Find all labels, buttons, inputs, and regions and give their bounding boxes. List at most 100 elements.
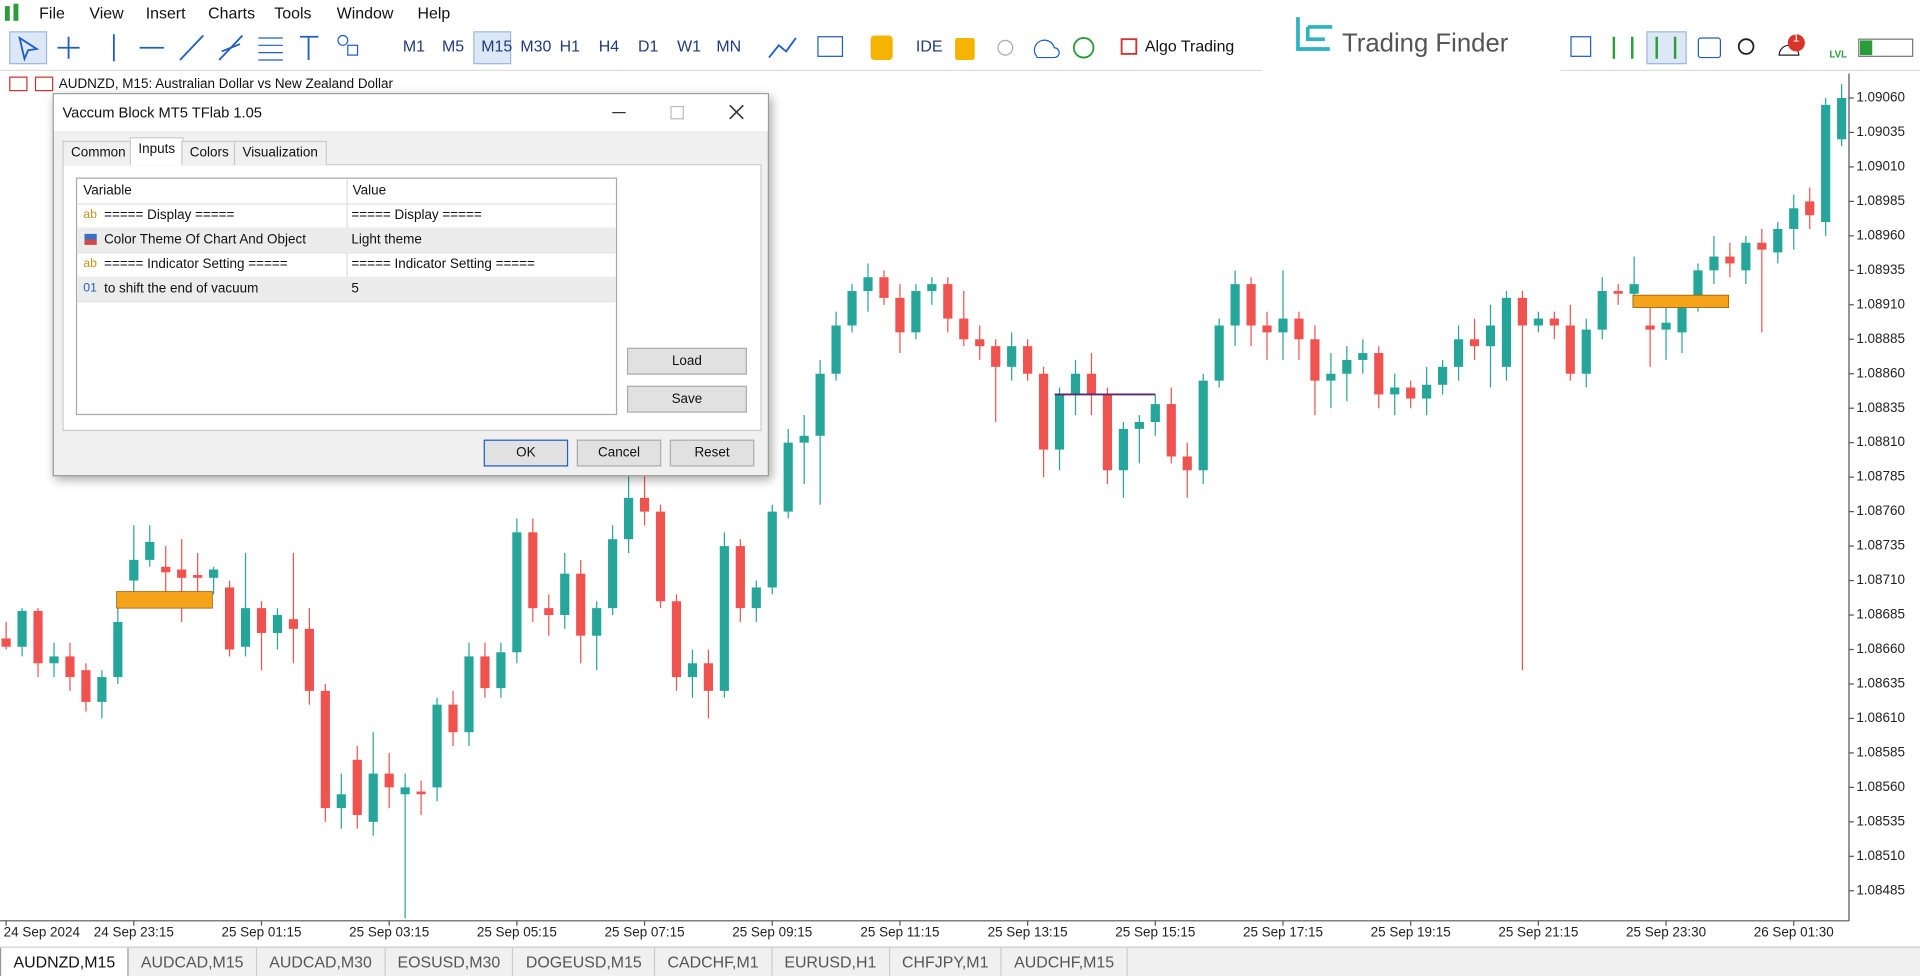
timeframe-button[interactable]: M30: [520, 36, 552, 56]
watermark: Trading Finder: [1261, 0, 1562, 79]
dialog-title: Vaccum Block MT5 TFlab 1.05: [62, 104, 262, 122]
ide-button[interactable]: IDE: [915, 36, 943, 56]
vacuum-zone: [116, 591, 213, 609]
candle-body: [113, 621, 123, 678]
x-tick-label: 25 Sep 19:15: [1371, 925, 1451, 940]
table-row[interactable]: Color Theme Of Chart And Object Light the…: [77, 227, 616, 254]
candle-body: [1453, 339, 1464, 367]
candle-body: [432, 704, 442, 788]
dialog-tab[interactable]: Common: [62, 140, 135, 166]
candle-body: [639, 497, 650, 512]
brand-logo: [1296, 17, 1333, 51]
dialog-button[interactable]: OK: [483, 439, 569, 467]
dialog-tab[interactable]: Colors: [181, 140, 238, 166]
candle-body: [687, 663, 698, 678]
y-tick-label: 1.08660: [1856, 641, 1905, 656]
symbol-tab[interactable]: CADCHF,M1: [655, 947, 773, 976]
menu-item[interactable]: Insert: [145, 3, 186, 23]
symbol-tab[interactable]: DOGEUSD,M15: [514, 947, 656, 976]
candle-body: [959, 318, 969, 340]
menu-item[interactable]: Window: [336, 3, 394, 23]
symbol-tab[interactable]: AUDCAD,M30: [257, 947, 386, 976]
dialog-button[interactable]: Cancel: [576, 439, 662, 467]
candle-body: [1310, 339, 1320, 381]
timeframe-button[interactable]: M5: [442, 36, 465, 56]
timeframe-button[interactable]: M1: [402, 36, 425, 56]
candle-body: [1086, 373, 1097, 395]
window-controls[interactable]: [605, 102, 764, 126]
candle-body: [608, 539, 618, 609]
app-icon: [4, 3, 19, 21]
timeframe-button[interactable]: W1: [677, 36, 702, 56]
dialog: Vaccum Block MT5 TFlab 1.05 Variable Valu…: [52, 93, 769, 477]
symbol-tab[interactable]: AUDNZD,M15: [0, 947, 129, 976]
candle-body: [1150, 404, 1160, 422]
menu-item[interactable]: Tools: [274, 3, 312, 23]
side-button[interactable]: Load: [626, 347, 747, 375]
menu-item[interactable]: File: [39, 3, 65, 23]
candle-body: [1837, 97, 1847, 140]
timeframe-button[interactable]: H1: [559, 36, 580, 56]
candle-body: [735, 546, 745, 609]
dialog-tab[interactable]: Visualization: [233, 140, 327, 166]
algo-trading-button[interactable]: Algo Trading: [1144, 36, 1235, 56]
candle-body: [1054, 394, 1065, 450]
candle-body: [1821, 104, 1831, 223]
x-tick-label: 24 Sep 23:15: [94, 925, 174, 940]
table-row[interactable]: ab ===== Indicator Setting ===== ===== Ind…: [77, 252, 616, 278]
x-tick-label: 25 Sep 07:15: [605, 925, 685, 940]
dialog-tab[interactable]: Inputs: [129, 137, 184, 166]
symbol-tab[interactable]: CHFJPY,M1: [890, 947, 1002, 976]
candle-body: [624, 497, 634, 540]
candle-body: [544, 608, 554, 616]
candle-body: [304, 628, 314, 691]
x-tick-label: 25 Sep 21:15: [1498, 925, 1578, 940]
candle-body: [655, 511, 666, 602]
symbol-tab[interactable]: EURUSD,H1: [772, 947, 890, 976]
y-tick-label: 1.08610: [1856, 710, 1905, 725]
menu-item[interactable]: Charts: [208, 3, 256, 23]
symbol-tab[interactable]: AUDCAD,M15: [129, 947, 257, 976]
timeframe-button[interactable]: H4: [598, 36, 620, 56]
menu-item[interactable]: View: [89, 3, 124, 23]
symbol-tab[interactable]: AUDCHF,M15: [1002, 947, 1128, 976]
timeframe-button[interactable]: MN: [716, 36, 742, 56]
candle-body: [1166, 404, 1176, 457]
x-tick-label: 25 Sep 23:30: [1626, 925, 1706, 940]
y-tick-label: 1.08810: [1856, 434, 1905, 449]
candle-body: [240, 608, 251, 647]
variable-name: ===== Display =====: [104, 208, 235, 223]
y-tick-label: 1.08910: [1856, 296, 1905, 311]
candle-body: [1326, 373, 1336, 381]
table-row[interactable]: 01 to shift the end of vacuum 5: [77, 276, 616, 303]
y-tick-label: 1.08585: [1856, 744, 1905, 759]
candle-body: [1485, 325, 1496, 347]
candle-body: [512, 532, 522, 653]
y-tick-label: 1.08835: [1856, 400, 1905, 415]
side-button[interactable]: Save: [626, 385, 747, 413]
candle-body: [320, 690, 330, 809]
timeframe-button[interactable]: M15: [481, 36, 513, 56]
candle-body: [209, 569, 219, 578]
x-tick-label: 26 Sep 01:30: [1754, 925, 1834, 940]
candle-body: [161, 566, 171, 573]
candle-body: [352, 759, 362, 815]
candle-body: [831, 325, 841, 374]
candle-body: [1118, 428, 1128, 471]
dialog-button[interactable]: Reset: [669, 439, 755, 467]
candles: [1, 84, 1847, 919]
y-tick-label: 1.08510: [1856, 848, 1905, 863]
table-row[interactable]: ab ===== Display ===== ===== Display =====: [77, 203, 616, 229]
candle-body: [1230, 284, 1240, 326]
candle-body: [400, 787, 410, 795]
candle-body: [1, 638, 11, 647]
menu-item[interactable]: Help: [417, 3, 451, 23]
notification-count: 1: [1792, 31, 1800, 46]
candle-body: [384, 773, 394, 788]
symbol-tab[interactable]: EOSUSD,M30: [385, 947, 514, 976]
symbol-tabs: AUDNZD,M15 AUDCAD,M15 AUDCAD,M30 EOSUSD,M30…: [0, 946, 1920, 976]
timeframe-button[interactable]: D1: [637, 36, 659, 56]
